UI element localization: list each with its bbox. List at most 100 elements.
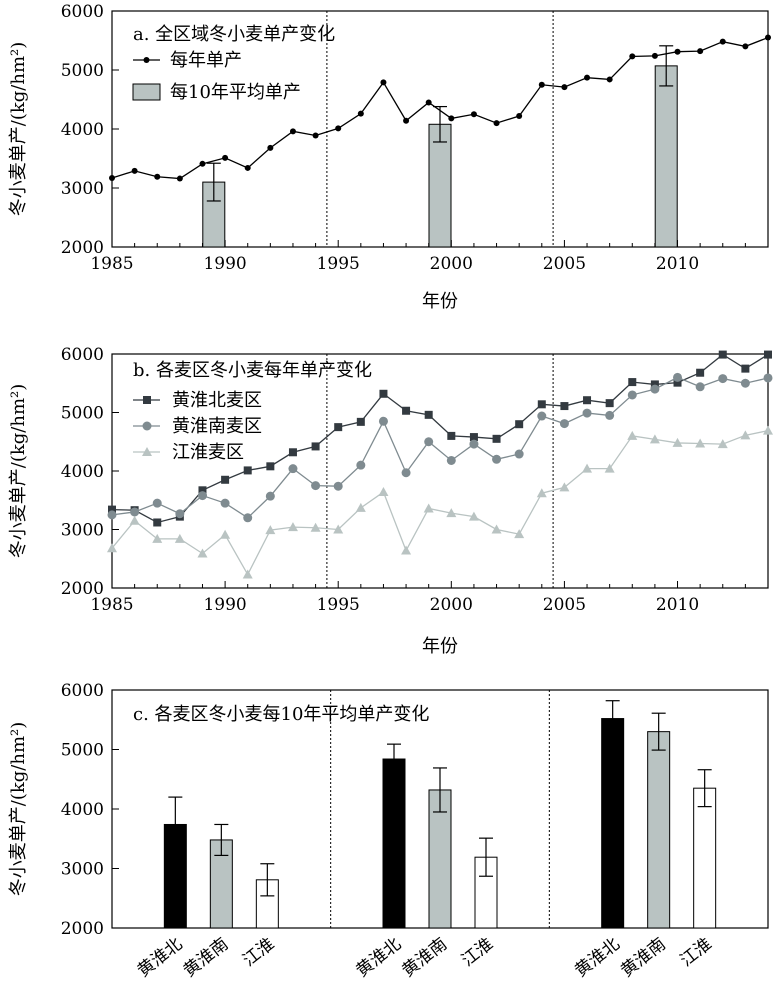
yearly-yield-point <box>765 34 771 41</box>
x-tick-label-a: 2000 <box>430 254 473 274</box>
point-jianghuai <box>310 522 321 532</box>
point-north <box>311 442 320 451</box>
point-south <box>175 509 185 519</box>
point-north <box>447 431 456 440</box>
point-south <box>130 507 140 517</box>
point-south <box>446 455 456 465</box>
point-jianghuai <box>129 515 140 525</box>
point-jianghuai <box>627 430 638 440</box>
point-south <box>673 372 683 382</box>
point-north <box>650 380 659 389</box>
point-north <box>288 448 297 457</box>
series-a <box>109 34 771 182</box>
yearly-yield-point <box>516 113 523 120</box>
y-tick-label-c: 4000 <box>61 800 104 820</box>
point-jianghuai <box>152 533 163 543</box>
yearly-yield-point <box>154 173 161 180</box>
category-label: 黄淮南 <box>399 934 452 981</box>
point-south <box>469 439 479 449</box>
point-jianghuai <box>536 488 547 498</box>
legend-label-yearly: 每年单产 <box>170 50 242 71</box>
category-label: 黄淮北 <box>134 934 187 981</box>
yearly-yield-point <box>584 74 591 81</box>
point-south <box>740 378 750 388</box>
legend-dot-swatch <box>143 57 150 63</box>
point-jianghuai <box>287 522 298 532</box>
point-south <box>582 408 592 418</box>
point-north <box>266 462 275 471</box>
yearly-yield-point <box>470 111 477 118</box>
x-axis-title-b: 年份 <box>422 636 458 657</box>
x-tick-label-b: 2005 <box>543 595 586 615</box>
group-bar <box>382 758 406 929</box>
point-north <box>492 434 501 443</box>
x-tick-label-a: 1990 <box>203 254 246 274</box>
point-south <box>243 513 253 523</box>
point-jianghuai <box>559 482 570 492</box>
yearly-yield-point <box>289 128 296 135</box>
x-axis-title-a: 年份 <box>422 291 458 312</box>
point-jianghuai <box>333 524 344 534</box>
point-north <box>560 402 569 411</box>
x-tick-label-a: 2010 <box>656 254 699 274</box>
group-bar <box>693 787 717 929</box>
yearly-yield-point <box>222 154 229 161</box>
point-south <box>492 454 502 464</box>
dividers-a <box>326 11 554 247</box>
yearly-yield-point <box>244 164 251 171</box>
category-label: 黄淮南 <box>180 934 233 981</box>
legend-b: 黄淮北麦区 黄淮南麦区 江淮麦区 <box>133 390 262 463</box>
x-tick-label-b: 1990 <box>203 595 246 615</box>
y-tick-label-c: 2000 <box>61 919 104 939</box>
point-jianghuai <box>695 438 706 448</box>
panel-a: 1985 1990 1995 2000 2005 2010 2000 3000 4000 500… <box>8 2 771 312</box>
x-tick-label-b: 1985 <box>90 595 133 615</box>
point-jianghuai <box>107 543 117 553</box>
panel-title-b: b. 各麦区冬小麦每年单产变化 <box>133 360 372 381</box>
y-tick-label-b: 5000 <box>61 404 104 424</box>
point-north <box>221 475 230 484</box>
legend-bar-swatch <box>132 83 161 101</box>
x-tick-label-b: 2000 <box>430 595 473 615</box>
point-jianghuai <box>423 503 434 513</box>
point-south <box>197 491 207 501</box>
point-south <box>333 481 343 491</box>
point-jianghuai <box>604 463 615 473</box>
x-tick-label-b: 2010 <box>656 595 699 615</box>
point-south <box>650 384 660 394</box>
point-north <box>605 399 614 408</box>
decade-bar <box>428 123 452 248</box>
y-tick-label-c: 5000 <box>61 741 104 761</box>
point-north <box>153 518 162 527</box>
point-north <box>741 364 750 373</box>
point-jianghuai <box>582 463 593 473</box>
y-axis-ticks-c: 2000 3000 4000 5000 6000 <box>61 681 119 939</box>
yearly-yield-point <box>312 132 319 139</box>
point-jianghuai <box>265 525 276 535</box>
y-tick-label-a: 4000 <box>61 120 104 140</box>
point-jianghuai <box>355 502 366 512</box>
yearly-yield-point <box>674 48 681 55</box>
point-jianghuai <box>740 430 751 440</box>
y-axis-ticks-a: 2000 3000 4000 5000 6000 <box>61 2 119 258</box>
dividers-b <box>326 354 554 588</box>
point-north <box>515 420 524 429</box>
point-south <box>378 416 388 426</box>
point-north <box>583 396 592 405</box>
y-axis-title-b: 冬小麦单产/(kg/hm²) <box>8 384 29 558</box>
point-jianghuai <box>378 487 389 497</box>
yearly-yield-point <box>335 125 342 132</box>
panel-title-c: c. 各麦区冬小麦每10年平均单产变化 <box>133 704 429 725</box>
x-axis-ticks-a: 1985 1990 1995 2000 2005 2010 <box>90 240 769 274</box>
category-label: 黄淮北 <box>353 934 406 981</box>
x-tick-label-b: 1995 <box>317 595 360 615</box>
point-jianghuai <box>649 434 660 444</box>
point-south <box>265 491 275 501</box>
point-north <box>379 389 388 398</box>
category-label: 黄淮北 <box>571 934 624 981</box>
yearly-yield-point <box>109 174 115 181</box>
point-south <box>763 373 773 383</box>
x-tick-label-a: 1995 <box>317 254 360 274</box>
point-jianghuai <box>174 533 185 543</box>
